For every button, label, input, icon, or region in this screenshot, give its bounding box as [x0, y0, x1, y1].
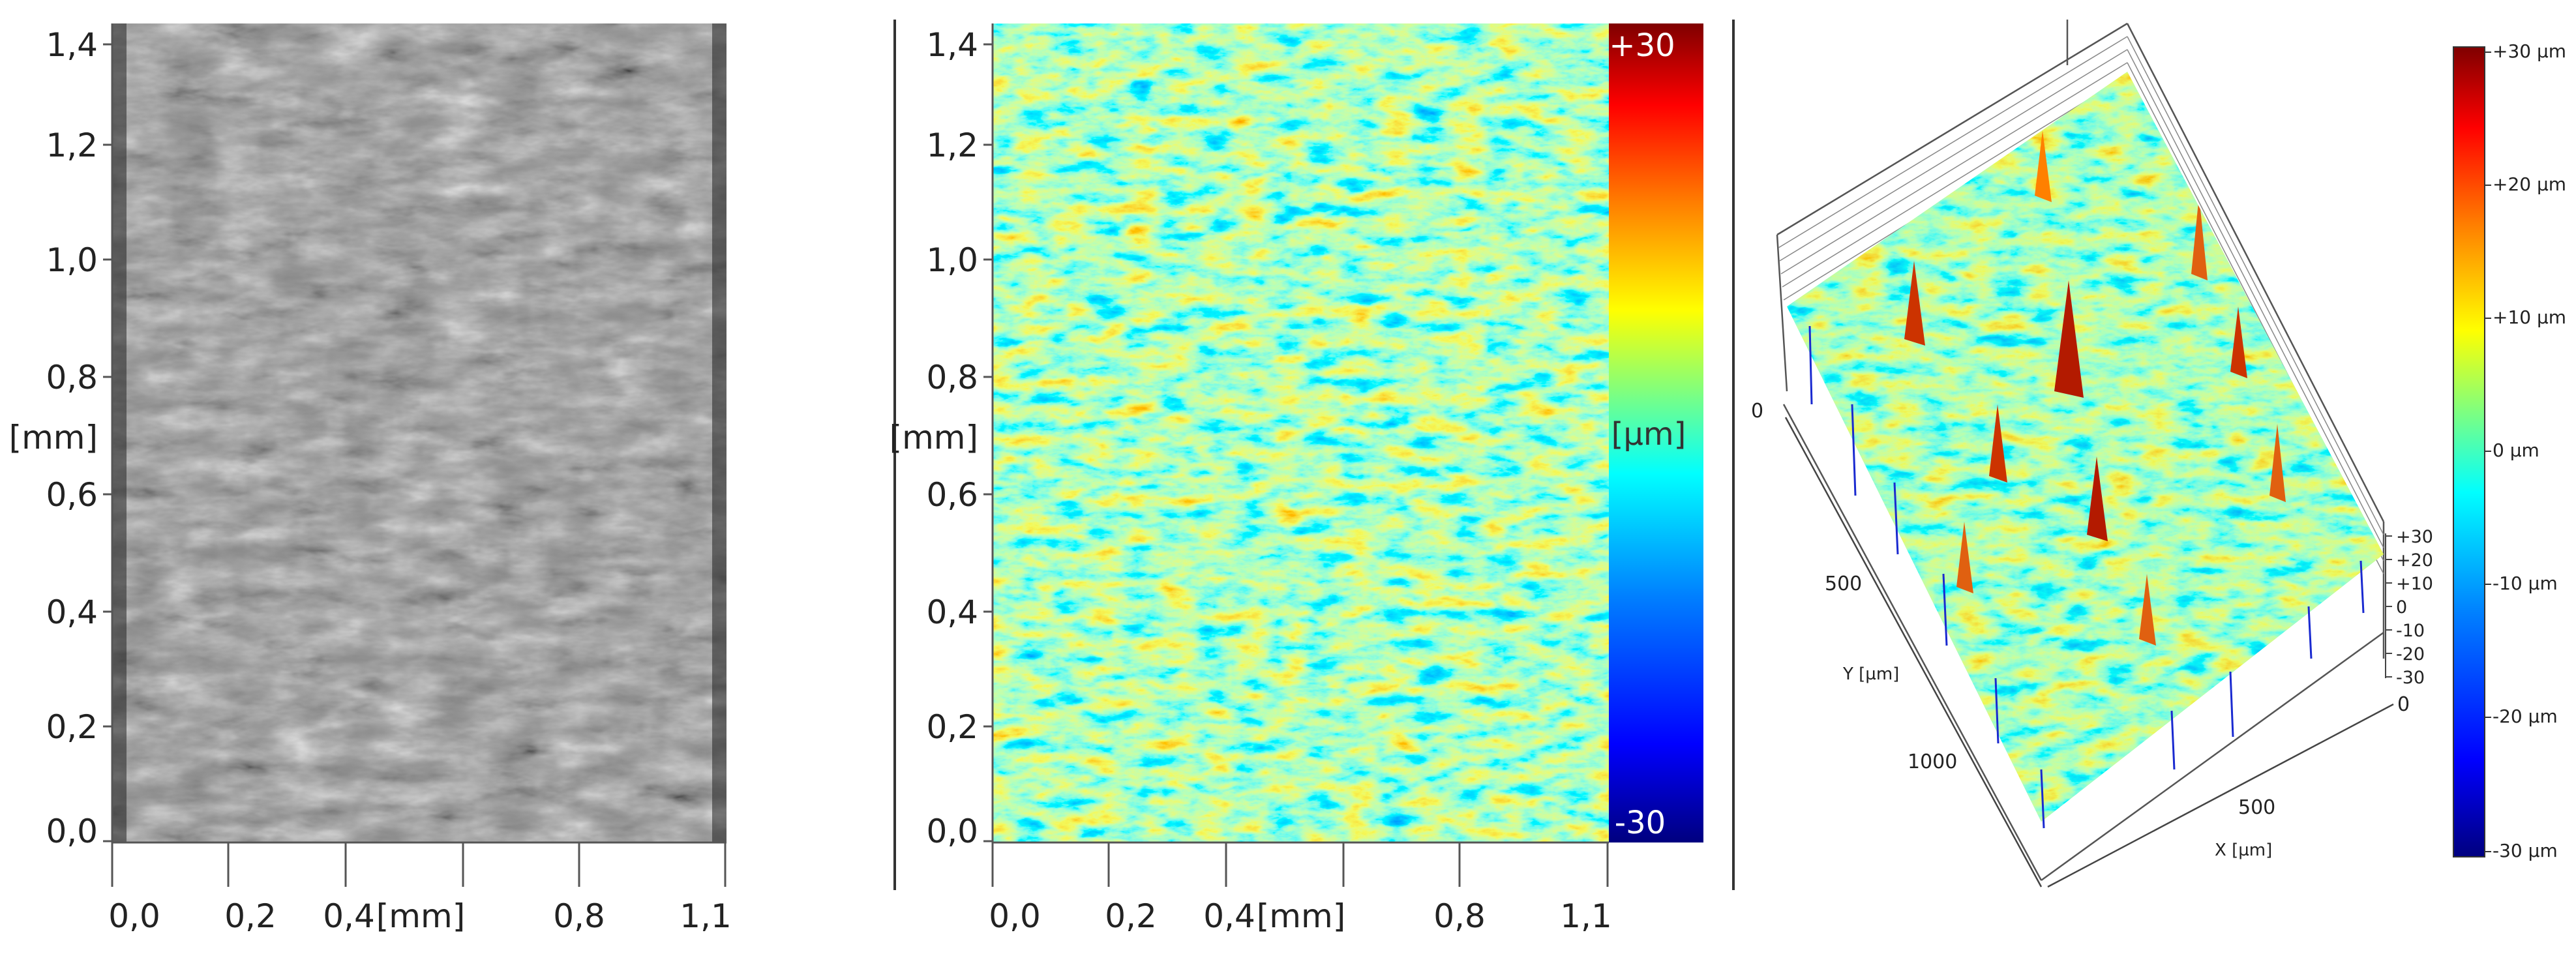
- colorbar-tick-label: +30 µm: [2493, 40, 2566, 62]
- colorbar-3d: [2453, 46, 2485, 857]
- colorbar-tick-label: -10 µm: [2493, 573, 2558, 594]
- colorbar-tick-label: -20 µm: [2493, 706, 2558, 727]
- x-tick-label: 1,1: [680, 897, 732, 935]
- y-tick-label: 0,6: [46, 476, 98, 514]
- x-ticks: [111, 842, 726, 887]
- colorbar-tick-label: 0 µm: [2493, 440, 2539, 461]
- y-tick-label: 1,0: [926, 241, 978, 279]
- y-unit-label: [mm]: [890, 419, 978, 456]
- y-tick-label: 1,4: [926, 26, 978, 64]
- z-tick-label: +30: [2396, 527, 2433, 547]
- x-tick-label: 0,2: [224, 897, 277, 935]
- z-tick-label: -10: [2396, 621, 2425, 641]
- surface-valleys: [1808, 325, 2365, 829]
- y-tick-label: 0,8: [46, 359, 98, 396]
- colorbar-tick-label: +20 µm: [2493, 173, 2566, 195]
- y-tick-label: 0,6: [926, 476, 978, 514]
- colorbar-unit-label: [µm]: [1611, 416, 1686, 453]
- panel-a: 1,4 1,2 1,0 0,8 0,6 0,4 0,2 0,0 [mm] 0,0…: [9, 23, 732, 935]
- x-axis-line: [2047, 703, 2394, 888]
- x-axis-tick-label: 0: [2397, 693, 2410, 716]
- colorbar-min-label: -30: [1615, 805, 1666, 841]
- x-tick-label: 0,2: [1105, 897, 1157, 935]
- y-tick-label: 0,8: [926, 359, 978, 396]
- y-tick-label: 1,0: [46, 241, 98, 279]
- micrograph-texture: [112, 23, 726, 842]
- x-unit-label: [mm]: [376, 897, 465, 935]
- x-tick-label: 0,8: [553, 897, 605, 935]
- panel-c: 0 500 1000 500 0 Y [µm] X [µm] +30 +20 +…: [1732, 20, 2566, 890]
- colorbar-max-label: +30: [1609, 27, 1675, 64]
- surface-texture: [1787, 72, 2384, 822]
- z-tick-label: 0: [2396, 597, 2407, 618]
- y-tick-label: 1,2: [926, 127, 978, 164]
- y-tick-label: 0,0: [926, 812, 978, 850]
- y-unit-label: [mm]: [9, 419, 98, 456]
- box-frame: [1776, 20, 2385, 882]
- y-tick-label: 0,2: [46, 708, 98, 746]
- x-tick-label: 0,0: [989, 897, 1041, 935]
- x-tick-label: 0,8: [1433, 897, 1486, 935]
- colorbar-tick-label: +10 µm: [2493, 306, 2566, 328]
- z-tick-label: -30: [2396, 668, 2425, 688]
- z-tick-label: +20: [2396, 550, 2433, 571]
- y-tick-label: 0,0: [46, 812, 98, 850]
- y-axis-tick-label: 0: [1751, 400, 1763, 423]
- x-tick-label: 0,4: [323, 897, 375, 935]
- y-tick-label: 0,2: [926, 708, 978, 746]
- colorbar-tick-label: -30 µm: [2493, 840, 2558, 861]
- z-tick-label: -20: [2396, 644, 2425, 664]
- y-axis-line: [1784, 417, 2043, 887]
- x-ticks: [991, 842, 1609, 887]
- y-axis-label: Y [µm]: [1842, 664, 1899, 684]
- surface-peaks: [1904, 130, 2286, 646]
- x-tick-label: 1,1: [1560, 897, 1612, 935]
- x-tick-label: 0,0: [108, 897, 160, 935]
- y-axis-tick-label: 500: [1825, 573, 1862, 595]
- z-tick-label: +10: [2396, 574, 2433, 594]
- y-tick-label: 1,2: [46, 127, 98, 164]
- y-axis-tick-label: 1000: [1908, 751, 1957, 773]
- x-unit-label: [mm]: [1257, 897, 1345, 935]
- y-tick-label: 0,4: [46, 593, 98, 631]
- heightmap-texture: [993, 23, 1609, 842]
- x-axis-label: X [µm]: [2215, 841, 2272, 860]
- y-tick-label: 0,4: [926, 593, 978, 631]
- z-axis: +30 +20 +10 0 -10 -20 -30: [2385, 527, 2433, 688]
- y-ticks: [103, 43, 112, 842]
- panel-b: +30 [µm] -30 1,4 1,2 1,0 0,8 0,6 0,4 0,2…: [890, 20, 1703, 935]
- colorbar: [1609, 23, 1703, 842]
- x-axis-tick-label: 500: [2238, 796, 2275, 819]
- y-ticks: [983, 43, 993, 842]
- y-tick-label: 1,4: [46, 26, 98, 64]
- x-tick-label: 0,4: [1203, 897, 1255, 935]
